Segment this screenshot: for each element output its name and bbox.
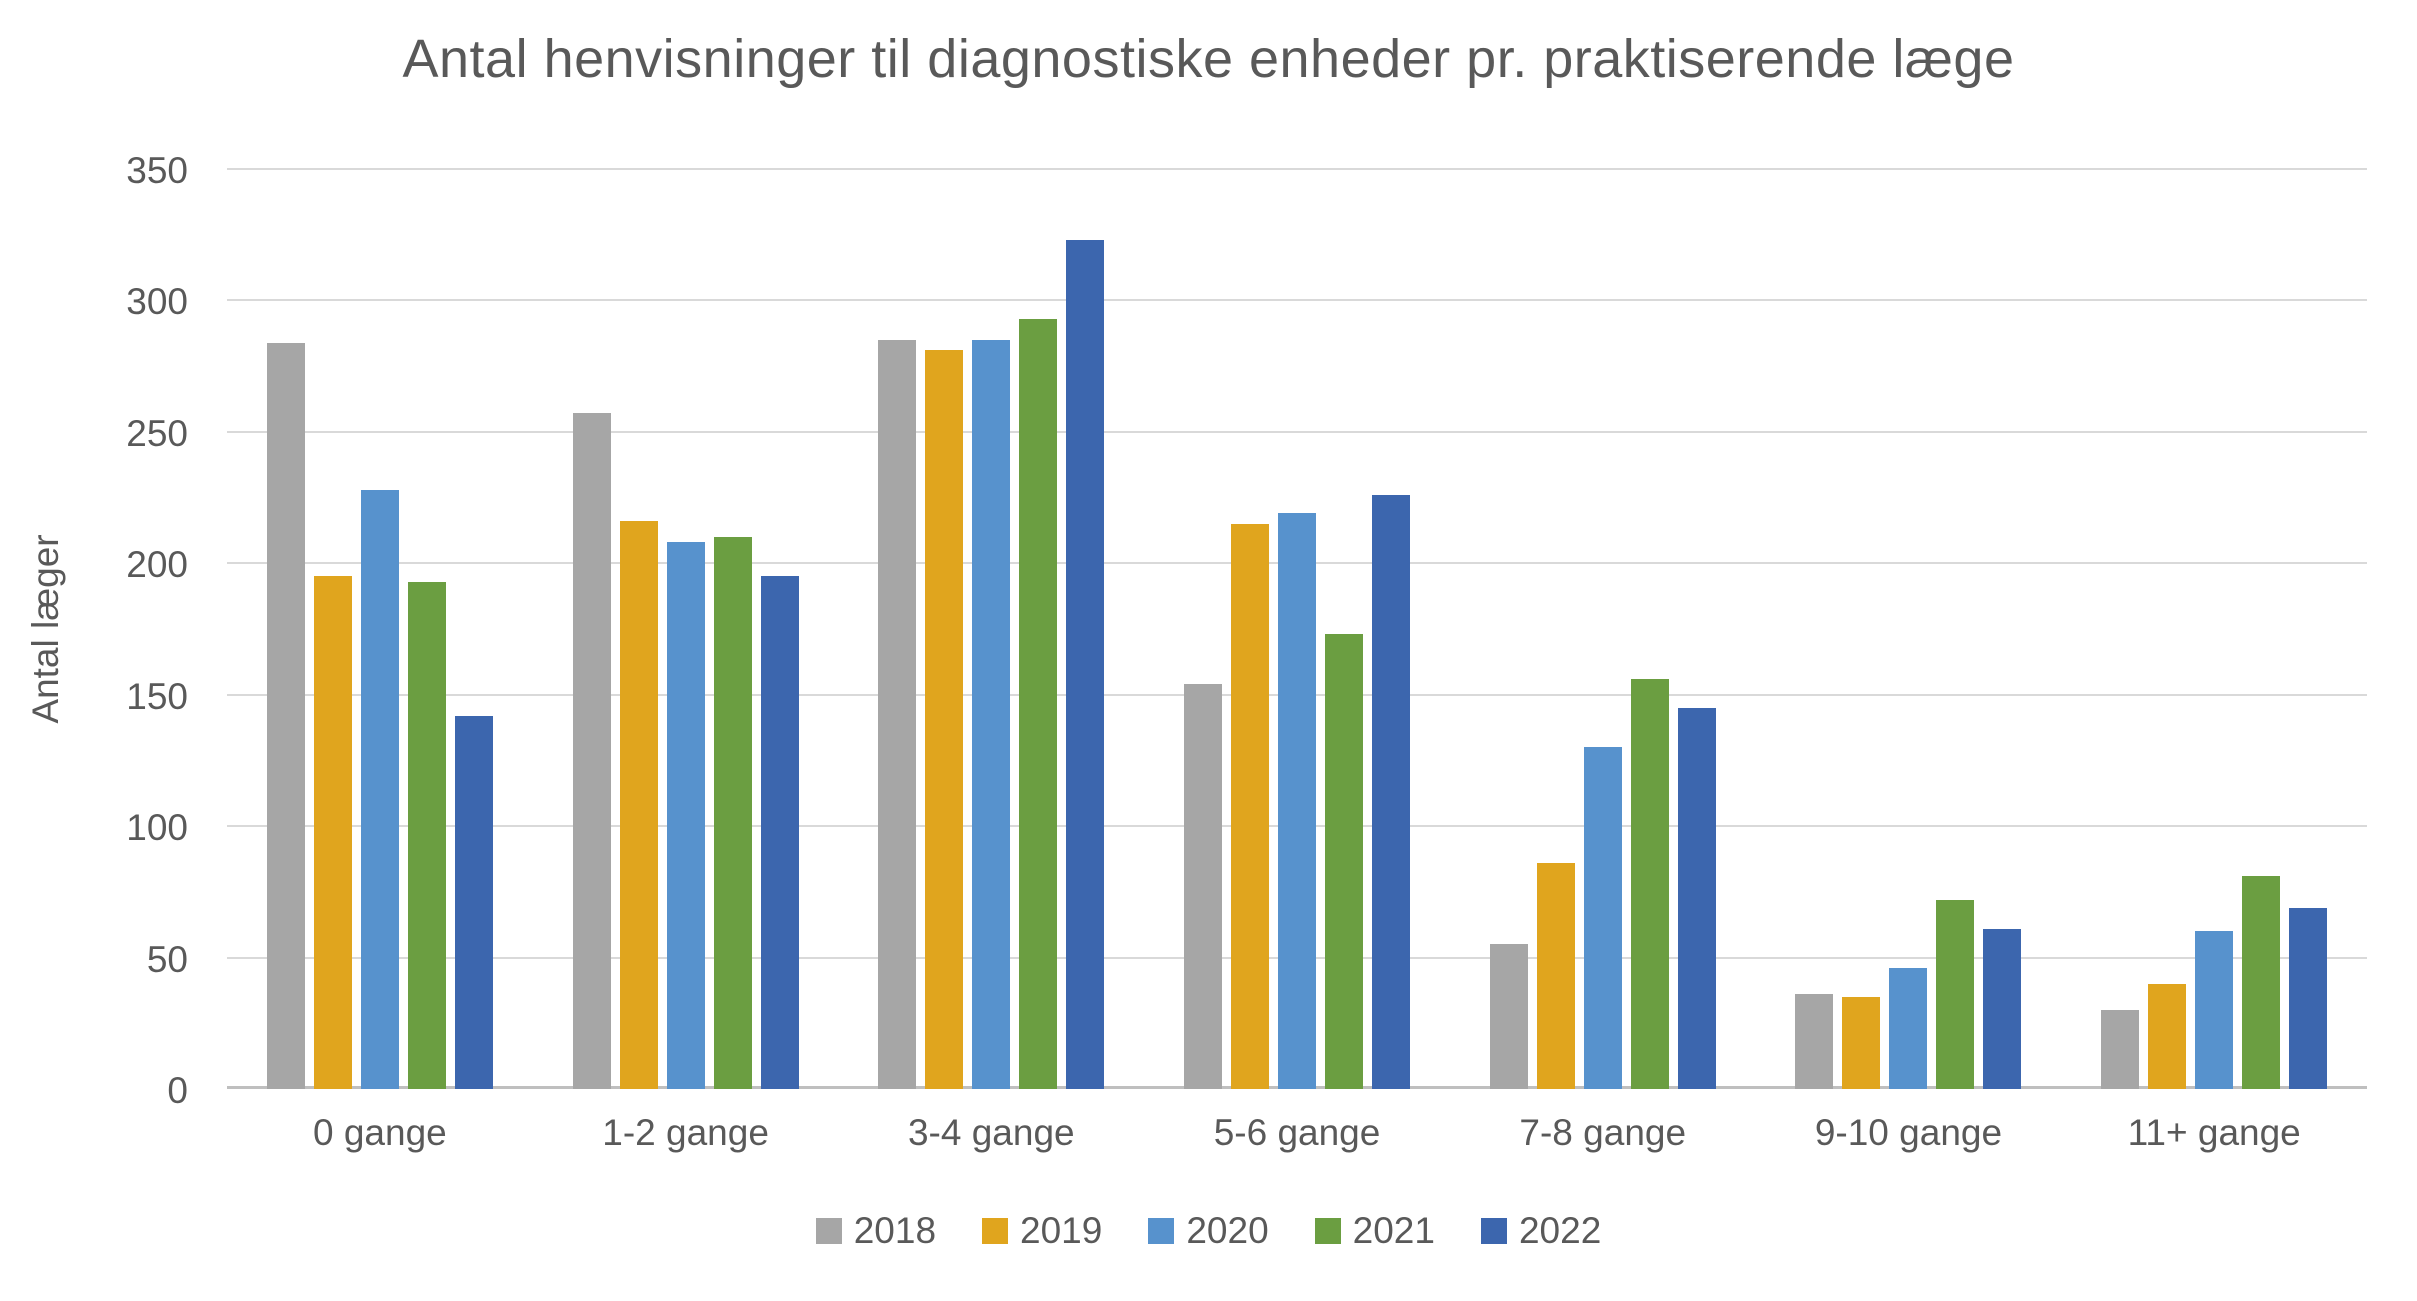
category-slot-5 xyxy=(1756,169,2062,1089)
bar-2022-category-6 xyxy=(2289,907,2328,1089)
legend-swatch-2019 xyxy=(982,1218,1009,1244)
chart-title: Antal henvisninger til diagnostiske enhe… xyxy=(402,29,2015,89)
bar-2018-category-1 xyxy=(572,413,611,1089)
legend-label-2021: 2021 xyxy=(1352,1210,1435,1251)
bar-2021-category-3 xyxy=(1325,634,1364,1089)
bar-2018-category-3 xyxy=(1184,684,1223,1089)
category-slot-0 xyxy=(227,169,533,1089)
plot-area xyxy=(227,168,2367,1089)
category-slot-1 xyxy=(533,169,839,1089)
bar-group-6 xyxy=(2101,169,2328,1089)
y-tick-label-300: 300 xyxy=(126,281,188,323)
bar-group-2 xyxy=(878,169,1105,1089)
legend-item-2019: 2019 xyxy=(982,1210,1102,1252)
x-axis-label-0: 0 gange xyxy=(312,1112,447,1153)
gridline-350 xyxy=(227,168,2367,170)
x-axis-label-4: 7-8 gange xyxy=(1519,1112,1687,1153)
gridline-250 xyxy=(227,430,2367,433)
bar-2019-category-3 xyxy=(1231,523,1270,1089)
bar-2020-category-4 xyxy=(1583,747,1622,1089)
bar-2020-category-1 xyxy=(666,542,705,1089)
legend-item-2020: 2020 xyxy=(1148,1210,1269,1252)
gridline-300 xyxy=(227,299,2367,302)
bar-2019-category-5 xyxy=(1842,997,1881,1089)
bar-2018-category-4 xyxy=(1489,944,1528,1089)
legend-item-2021: 2021 xyxy=(1314,1210,1435,1252)
bar-2020-category-0 xyxy=(360,489,399,1089)
category-slot-2 xyxy=(838,169,1144,1089)
legend-swatch-2022 xyxy=(1480,1218,1507,1244)
bar-2021-category-1 xyxy=(713,537,752,1089)
bar-2020-category-6 xyxy=(2195,931,2234,1089)
bar-2022-category-4 xyxy=(1677,707,1716,1089)
bar-2019-category-4 xyxy=(1536,862,1575,1089)
x-axis-label-2: 3-4 gange xyxy=(907,1112,1075,1153)
bar-group-5 xyxy=(1795,169,2022,1089)
y-tick-label-100: 100 xyxy=(126,807,188,849)
bar-2018-category-2 xyxy=(878,339,917,1089)
bar-2019-category-6 xyxy=(2148,983,2187,1089)
bar-2020-category-2 xyxy=(972,339,1011,1089)
legend-item-2018: 2018 xyxy=(815,1210,937,1252)
bar-2018-category-0 xyxy=(266,342,305,1089)
y-axis-tick-labels: 0 50 100 150 200 250 300 350 xyxy=(0,150,188,1111)
y-tick-label-250: 250 xyxy=(126,412,188,454)
bar-2019-category-1 xyxy=(619,521,658,1089)
legend: 2018 2019 2020 2021 2022 xyxy=(0,1210,2417,1252)
legend-label-2020: 2020 xyxy=(1186,1210,1269,1251)
x-axis-label-1: 1-2 gange xyxy=(602,1112,769,1153)
y-tick-label-150: 150 xyxy=(126,675,188,717)
legend-item-2022: 2022 xyxy=(1480,1210,1602,1252)
bar-2022-category-2 xyxy=(1066,239,1105,1089)
bar-2021-category-6 xyxy=(2242,876,2281,1089)
x-axis-label-3: 5-6 gange xyxy=(1213,1112,1381,1153)
bar-group-1 xyxy=(572,169,799,1089)
legend-label-2019: 2019 xyxy=(1020,1210,1103,1251)
bar-2022-category-1 xyxy=(760,576,799,1089)
bar-2018-category-5 xyxy=(1795,994,1834,1089)
bar-2021-category-4 xyxy=(1630,678,1669,1089)
bar-2018-category-6 xyxy=(2101,1010,2140,1089)
y-tick-label-0: 0 xyxy=(167,1070,188,1112)
x-axis-label-6: 11+ gange xyxy=(2127,1112,2301,1153)
legend-label-2022: 2022 xyxy=(1518,1210,1602,1251)
bar-2020-category-5 xyxy=(1889,968,1928,1089)
bar-2021-category-0 xyxy=(407,581,446,1089)
category-slot-4 xyxy=(1450,169,1756,1089)
bar-2021-category-5 xyxy=(1936,899,1975,1089)
category-slot-6 xyxy=(2061,169,2367,1089)
bar-group-0 xyxy=(266,169,493,1089)
bar-2020-category-3 xyxy=(1278,513,1317,1089)
y-tick-label-50: 50 xyxy=(146,938,188,980)
legend-swatch-2021 xyxy=(1314,1218,1341,1244)
category-slot-3 xyxy=(1144,169,1450,1089)
bar-2022-category-5 xyxy=(1983,928,2022,1089)
bars-row xyxy=(227,169,2367,1089)
legend-swatch-2018 xyxy=(815,1218,842,1244)
y-tick-label-200: 200 xyxy=(126,544,188,586)
bar-2022-category-0 xyxy=(454,715,493,1089)
bar-2019-category-2 xyxy=(925,350,964,1089)
bar-group-4 xyxy=(1489,169,1716,1089)
legend-swatch-2020 xyxy=(1148,1218,1175,1244)
bar-group-3 xyxy=(1184,169,1411,1089)
y-tick-label-350: 350 xyxy=(126,150,188,192)
bar-2021-category-2 xyxy=(1019,318,1058,1089)
bar-2019-category-0 xyxy=(313,576,352,1089)
x-axis-label-5: 9-10 gange xyxy=(1814,1112,2003,1153)
legend-label-2018: 2018 xyxy=(853,1210,937,1251)
bar-2022-category-3 xyxy=(1372,494,1411,1089)
x-axis-labels: 0 gange 1-2 gange 3-4 gange 5-6 gange 7-8 ga… xyxy=(227,1112,2367,1154)
